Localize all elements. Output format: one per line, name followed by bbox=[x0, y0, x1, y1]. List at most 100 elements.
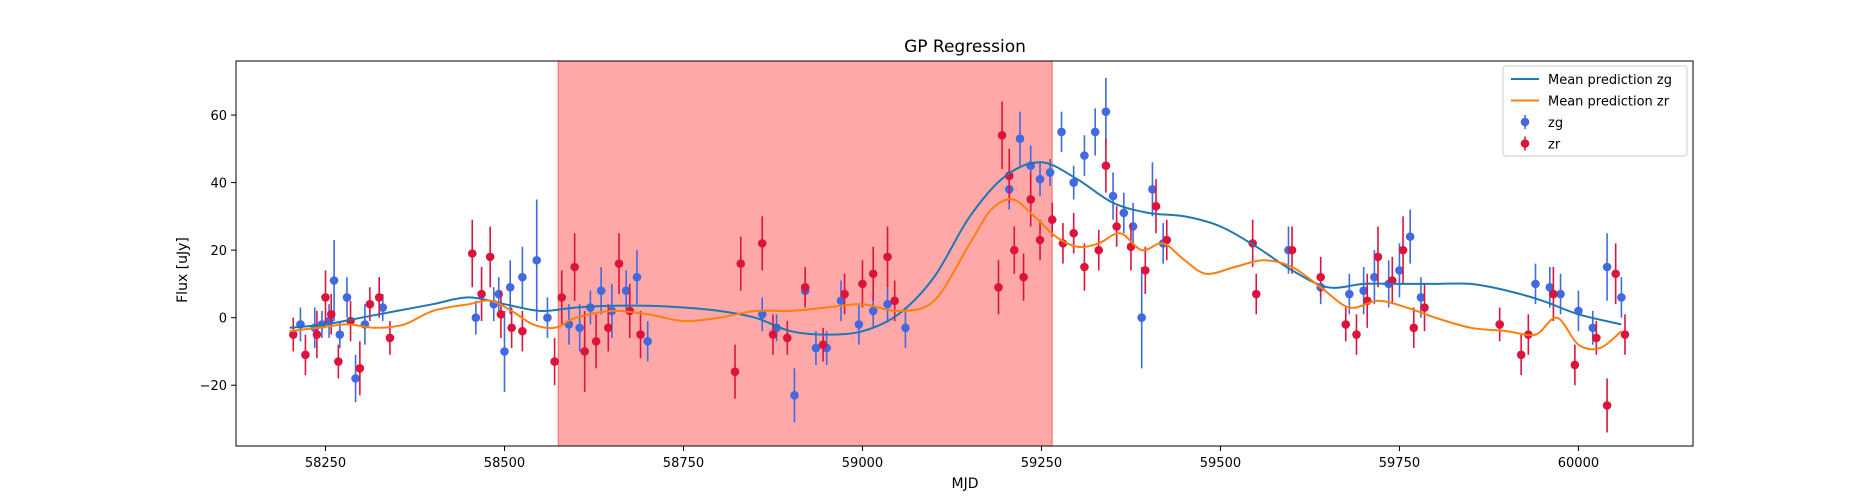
legend-marker-swatch bbox=[1520, 139, 1530, 148]
zg-marker bbox=[1345, 289, 1354, 299]
zg-point-23 bbox=[621, 270, 631, 311]
zg-marker bbox=[811, 343, 821, 353]
zr-mean-prediction-line bbox=[289, 198, 1623, 351]
zg-marker bbox=[494, 289, 504, 299]
zg-marker bbox=[575, 323, 584, 333]
zr-marker bbox=[883, 252, 892, 262]
zg-marker bbox=[596, 286, 606, 295]
zr-point-36 bbox=[883, 226, 892, 288]
zr-marker bbox=[1094, 245, 1104, 255]
legend-marker-swatch bbox=[1520, 117, 1530, 127]
zr-marker bbox=[326, 309, 336, 319]
zr-point-34 bbox=[858, 260, 867, 308]
legend: Mean prediction zg Mean prediction zr zg zr bbox=[1502, 65, 1688, 157]
zr-point-71 bbox=[1549, 267, 1558, 322]
zr-marker bbox=[1341, 320, 1351, 329]
zr-marker bbox=[1035, 235, 1045, 245]
x-tick-label: 58500 bbox=[484, 456, 525, 471]
zg-marker bbox=[1359, 286, 1368, 295]
zr-point-15 bbox=[507, 307, 516, 349]
zg-marker bbox=[543, 313, 552, 322]
zr-point-33 bbox=[840, 273, 849, 315]
zr-point-21 bbox=[591, 314, 601, 369]
zg-point-19 bbox=[575, 304, 584, 352]
y-axis-label: Flux [uJy] bbox=[175, 237, 191, 303]
zg-marker bbox=[1045, 168, 1055, 177]
zr-marker bbox=[1570, 360, 1580, 370]
zr-point-37 bbox=[890, 280, 899, 322]
zr-marker bbox=[477, 289, 486, 299]
zr-point-46 bbox=[1058, 223, 1068, 264]
zr-point-27 bbox=[736, 236, 746, 291]
zr-marker bbox=[485, 252, 495, 262]
zr-point-5 bbox=[334, 344, 343, 379]
zr-point-59 bbox=[1316, 256, 1325, 298]
zr-point-14 bbox=[496, 290, 506, 338]
zg-point-33 bbox=[854, 304, 864, 345]
zg-point-13 bbox=[500, 310, 509, 392]
zr-point-53 bbox=[1140, 246, 1150, 295]
legend-label: zg bbox=[1548, 116, 1563, 131]
highlight-layer bbox=[557, 61, 1053, 446]
zr-point-2 bbox=[312, 310, 322, 359]
zg-marker bbox=[632, 272, 642, 282]
zr-marker bbox=[1495, 320, 1504, 329]
zr-point-51 bbox=[1112, 206, 1121, 247]
zg-point-67 bbox=[1602, 233, 1612, 301]
zr-point-74 bbox=[1602, 378, 1612, 433]
zr-point-43 bbox=[1026, 172, 1036, 227]
zg-marker bbox=[335, 330, 345, 339]
zg-point-68 bbox=[1617, 277, 1626, 318]
zg-point-63 bbox=[1545, 267, 1555, 308]
zg-point-62 bbox=[1531, 263, 1540, 305]
zr-errorbars bbox=[288, 101, 1630, 433]
zr-point-50 bbox=[1101, 138, 1111, 193]
zg-marker bbox=[868, 306, 878, 316]
zg-marker bbox=[1015, 134, 1025, 143]
axes: 58250 58500 58750 59000 59250 59500 59750 60000… bbox=[200, 60, 1694, 471]
zr-marker bbox=[636, 330, 645, 339]
zr-point-61 bbox=[1352, 314, 1361, 355]
zr-point-35 bbox=[868, 246, 878, 301]
zg-marker bbox=[342, 293, 352, 302]
zr-marker bbox=[355, 364, 365, 373]
zr-marker bbox=[1287, 245, 1297, 255]
zr-marker bbox=[1620, 330, 1630, 339]
zr-marker bbox=[782, 333, 792, 343]
zg-marker bbox=[1035, 174, 1045, 184]
zr-marker bbox=[1549, 289, 1558, 299]
zg-marker bbox=[790, 391, 799, 400]
zg-marker bbox=[1069, 178, 1078, 187]
zr-point-25 bbox=[636, 310, 645, 359]
zg-marker bbox=[836, 296, 846, 306]
zg-marker bbox=[532, 255, 542, 265]
zr-marker bbox=[1058, 239, 1068, 248]
zr-point-76 bbox=[1620, 314, 1630, 355]
zg-point-44 bbox=[1080, 135, 1089, 176]
zg-marker bbox=[1137, 313, 1147, 322]
zr-point-11 bbox=[467, 219, 477, 288]
plot-frame bbox=[235, 60, 1694, 447]
zg-marker bbox=[1108, 191, 1118, 201]
zg-marker bbox=[757, 309, 767, 319]
zr-marker bbox=[614, 259, 624, 268]
legend-item-0: Mean prediction zg bbox=[1511, 73, 1672, 88]
y-tick-label: 0 bbox=[219, 312, 227, 327]
zr-marker bbox=[365, 299, 375, 309]
zr-point-4 bbox=[326, 294, 336, 335]
zr-marker bbox=[1080, 262, 1089, 272]
zr-marker bbox=[1409, 323, 1419, 333]
zg-marker bbox=[351, 374, 360, 383]
zr-marker bbox=[868, 269, 878, 279]
zr-point-9 bbox=[374, 277, 384, 318]
x-tick-label: 58250 bbox=[305, 456, 346, 471]
zr-point-57 bbox=[1251, 273, 1261, 315]
zg-point-15 bbox=[518, 246, 527, 308]
zg-marker bbox=[1395, 266, 1404, 275]
zr-point-0 bbox=[288, 317, 298, 352]
zg-point-47 bbox=[1108, 172, 1118, 220]
zg-point-48 bbox=[1119, 192, 1129, 234]
zr-point-31 bbox=[800, 267, 810, 308]
zr-point-63 bbox=[1373, 226, 1383, 288]
zg-point-56 bbox=[1359, 267, 1368, 315]
